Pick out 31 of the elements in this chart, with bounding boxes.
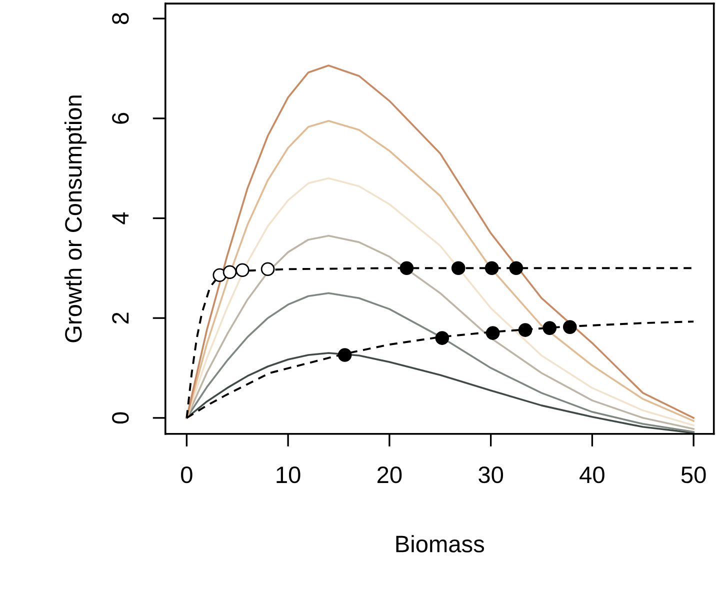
- line-series: [186, 64, 694, 419]
- y-tick-label: 8: [112, 13, 129, 24]
- point: [435, 331, 450, 345]
- line-series: [186, 352, 694, 434]
- point: [451, 261, 466, 276]
- x-axis-title: Biomass: [396, 535, 484, 552]
- point: [260, 262, 275, 276]
- point: [484, 261, 499, 276]
- line-series: [186, 234, 694, 430]
- point: [236, 263, 250, 278]
- point: [486, 326, 500, 340]
- y-axis-title: Growth or Consumption: [64, 96, 86, 342]
- x-tick-label: 40: [580, 466, 604, 484]
- y-tick-label: 4: [112, 212, 129, 224]
- x-tick-label: 50: [681, 466, 706, 484]
- y-tick-label: 0: [112, 412, 129, 424]
- point: [518, 323, 532, 337]
- x-tick-label: 10: [276, 466, 300, 484]
- point: [400, 261, 414, 276]
- y-tick-label: 6: [112, 112, 129, 124]
- y-tick-label: 2: [112, 312, 129, 324]
- x-tick-label: 30: [478, 466, 504, 484]
- point: [509, 261, 524, 276]
- point: [542, 321, 557, 335]
- point: [338, 348, 352, 362]
- x-tick-label: 20: [378, 466, 402, 484]
- x-tick-label: 0: [181, 466, 192, 484]
- point: [222, 265, 237, 280]
- line-series: [186, 177, 694, 426]
- line-series: [186, 120, 694, 422]
- point: [562, 320, 577, 334]
